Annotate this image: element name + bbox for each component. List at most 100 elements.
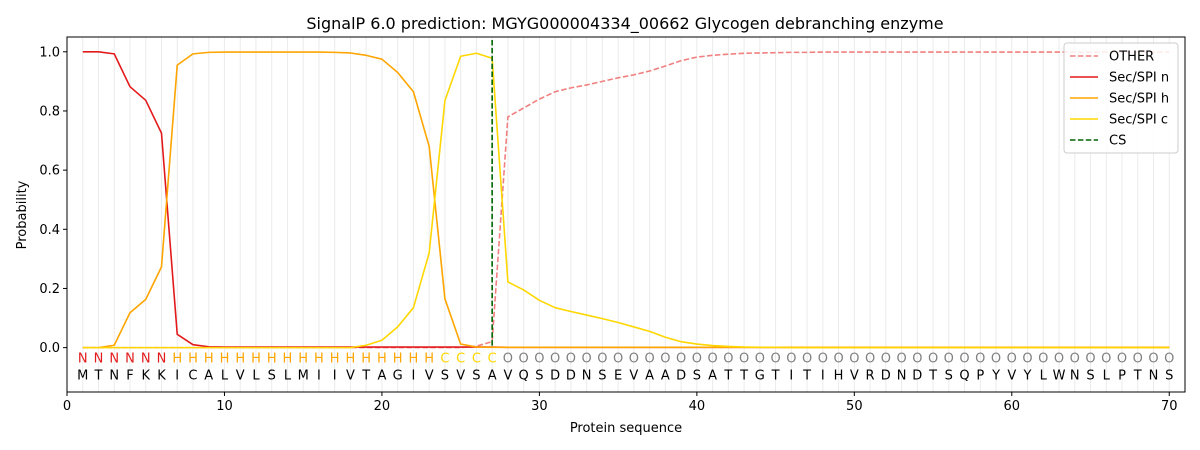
x-tick-label: 0 bbox=[63, 399, 71, 414]
residue-letter: T bbox=[771, 369, 780, 384]
residue-label: H bbox=[346, 351, 356, 366]
residue-label: O bbox=[1164, 351, 1174, 366]
residue-letter: N bbox=[1149, 369, 1159, 384]
x-tick-label: 10 bbox=[216, 399, 233, 414]
residue-label: O bbox=[959, 351, 969, 366]
grid-layer bbox=[82, 37, 1170, 392]
residue-label: H bbox=[361, 351, 371, 366]
residue-letter: D bbox=[881, 369, 891, 384]
residue-label: H bbox=[251, 351, 261, 366]
residue-label: H bbox=[330, 351, 340, 366]
legend: OTHER Sec/SPI n Sec/SPI h Sec/SPI c CS bbox=[1063, 42, 1179, 154]
residue-letter: M bbox=[298, 369, 309, 384]
residue-letter: S bbox=[1165, 369, 1173, 384]
residue-label: H bbox=[188, 351, 198, 366]
residue-letter: S bbox=[268, 369, 276, 384]
residue-label: O bbox=[660, 351, 670, 366]
residue-label: O bbox=[503, 351, 513, 366]
legend-label: Sec/SPI n bbox=[1109, 71, 1169, 86]
residue-letter: R bbox=[866, 369, 875, 384]
residue-letter: T bbox=[361, 369, 370, 384]
residue-letter: C bbox=[188, 369, 197, 384]
residue-letter: V bbox=[1007, 369, 1016, 384]
residue-label: N bbox=[94, 351, 104, 366]
residue-letter: V bbox=[456, 369, 465, 384]
residue-letter: I bbox=[333, 369, 337, 384]
residue-label: H bbox=[298, 351, 308, 366]
residue-label: O bbox=[912, 351, 922, 366]
residue-label: O bbox=[707, 351, 717, 366]
y-tick-label: 0.6 bbox=[39, 164, 60, 179]
residue-letter: N bbox=[109, 369, 119, 384]
residue-label: O bbox=[629, 351, 639, 366]
residue-label: C bbox=[488, 351, 497, 366]
residue-label: C bbox=[472, 351, 481, 366]
residue-letter: K bbox=[157, 369, 166, 384]
residue-label: O bbox=[849, 351, 859, 366]
residue-letter: S bbox=[535, 369, 543, 384]
residue-letter: N bbox=[1070, 369, 1080, 384]
series-line-other bbox=[82, 51, 1170, 349]
residue-label: O bbox=[896, 351, 906, 366]
residue-label: C bbox=[440, 351, 449, 366]
residue-letter: Q bbox=[519, 369, 529, 384]
residue-label: O bbox=[550, 351, 560, 366]
y-tick-label: 0.4 bbox=[39, 223, 60, 238]
residue-letter: A bbox=[661, 369, 670, 384]
residue-label: H bbox=[409, 351, 419, 366]
residue-letter: N bbox=[582, 369, 592, 384]
residue-letter: V bbox=[629, 369, 638, 384]
y-tick-label: 1.0 bbox=[39, 45, 60, 60]
residue-letter: A bbox=[488, 369, 497, 384]
residue-label: O bbox=[833, 351, 843, 366]
residue-label: O bbox=[1101, 351, 1111, 366]
residue-label: H bbox=[235, 351, 245, 366]
residue-letter: N bbox=[897, 369, 907, 384]
residue-label: N bbox=[141, 351, 151, 366]
residue-label: C bbox=[456, 351, 465, 366]
residue-label: O bbox=[1117, 351, 1127, 366]
residue-letter: H bbox=[834, 369, 844, 384]
residue-label: O bbox=[645, 351, 655, 366]
residue-label: O bbox=[1148, 351, 1158, 366]
residue-label: H bbox=[424, 351, 434, 366]
residue-letter: V bbox=[346, 369, 355, 384]
residue-letter: Q bbox=[959, 369, 969, 384]
residue-letter: I bbox=[789, 369, 793, 384]
residue-label: O bbox=[770, 351, 780, 366]
residue-label: H bbox=[283, 351, 293, 366]
residue-label: O bbox=[1070, 351, 1080, 366]
residue-label: O bbox=[786, 351, 796, 366]
residue-letter: L bbox=[252, 369, 260, 384]
plot-frame bbox=[66, 36, 1186, 393]
residue-letter: E bbox=[614, 369, 622, 384]
series-layer bbox=[82, 39, 1170, 349]
residue-label: O bbox=[582, 351, 592, 366]
residue-label: O bbox=[597, 351, 607, 366]
residue-letter: Y bbox=[1023, 369, 1032, 384]
residue-letter: D bbox=[566, 369, 576, 384]
residue-letter: T bbox=[723, 369, 732, 384]
residue-label: O bbox=[676, 351, 686, 366]
residue-label: O bbox=[1133, 351, 1143, 366]
residue-label: O bbox=[991, 351, 1001, 366]
legend-label: OTHER bbox=[1109, 50, 1154, 65]
residue-label: O bbox=[519, 351, 529, 366]
residue-label: O bbox=[566, 351, 576, 366]
residue-letter: G bbox=[393, 369, 403, 384]
residue-letter: D bbox=[676, 369, 686, 384]
residue-label: O bbox=[1085, 351, 1095, 366]
residue-letter: I bbox=[317, 369, 321, 384]
residue-label: O bbox=[1022, 351, 1032, 366]
x-tick-label: 70 bbox=[1161, 399, 1178, 414]
residue-label: H bbox=[377, 351, 387, 366]
residue-label: O bbox=[723, 351, 733, 366]
series-line-sec-spi-h bbox=[82, 51, 1170, 349]
residue-label: O bbox=[1054, 351, 1064, 366]
residue-label: N bbox=[109, 351, 119, 366]
residue-letter: I bbox=[175, 369, 179, 384]
residue-label: O bbox=[1038, 351, 1048, 366]
residue-letter: L bbox=[1103, 369, 1111, 384]
residue-letter: V bbox=[236, 369, 245, 384]
residue-letter: L bbox=[221, 369, 229, 384]
